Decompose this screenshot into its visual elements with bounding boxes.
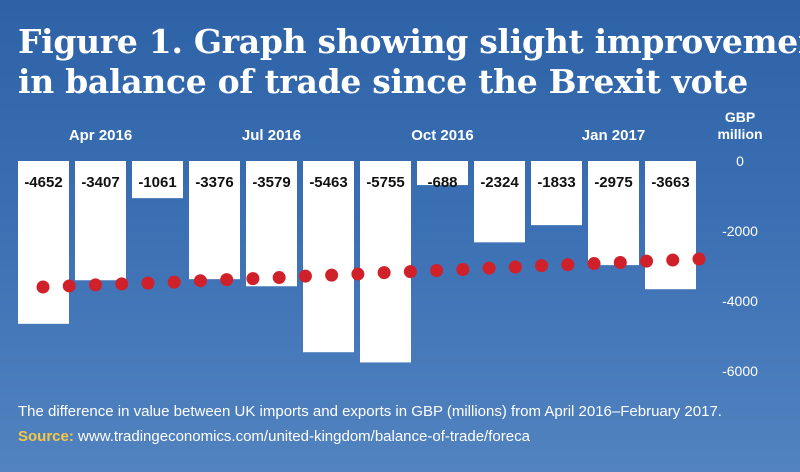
y-axis-unit-label: million	[717, 126, 762, 142]
trend-dot	[666, 253, 680, 267]
bar	[531, 161, 582, 226]
bar	[18, 161, 69, 324]
source-line: Source: www.tradingeconomics.com/united-…	[18, 428, 530, 445]
trend-dot	[561, 258, 575, 272]
bar	[588, 161, 639, 266]
figure-title: Figure 1. Graph showing slight improveme…	[18, 22, 800, 102]
trend-dot	[36, 280, 50, 294]
bar-value-label: -688	[427, 174, 457, 191]
trend-dot	[403, 265, 417, 279]
bar	[360, 161, 411, 363]
bar	[189, 161, 240, 280]
bar	[474, 161, 525, 243]
y-tick-label: -6000	[722, 363, 758, 379]
figure-caption: The difference in value between UK impor…	[18, 403, 722, 420]
trend-dot	[430, 264, 444, 278]
trend-dot	[640, 254, 654, 268]
bar-value-label: -3376	[195, 174, 233, 191]
bar-value-label: -4652	[24, 174, 62, 191]
x-axis-labels: Apr 2016 Jul 2016 Oct 2016 Jan 2017	[69, 127, 645, 144]
y-tick-label: 0	[736, 153, 744, 169]
trend-dot	[62, 279, 76, 293]
trend-dot	[141, 276, 155, 290]
y-tick-label: -2000	[722, 223, 758, 239]
trend-dot	[272, 271, 286, 285]
trend-dot	[167, 275, 181, 289]
title-line-2: in balance of trade since the Brexit vot…	[18, 62, 748, 101]
trend-dot	[298, 269, 312, 283]
x-tick-label: Jul 2016	[242, 127, 301, 144]
x-tick-label: Apr 2016	[69, 127, 132, 144]
bar	[645, 161, 696, 290]
bar	[417, 161, 468, 186]
trend-dot	[692, 252, 706, 266]
trend-dot	[482, 261, 496, 275]
trend-dot	[508, 260, 522, 274]
bar-value-labels: -4652 -3407 -1061 -3376 -3579 -5463 -5755 -688 -…	[24, 174, 689, 191]
trend-dot	[456, 263, 470, 276]
y-tick-label: -4000	[722, 293, 758, 309]
source-label: Source:	[18, 428, 74, 445]
bar-value-label: -3663	[651, 174, 689, 191]
bar	[246, 161, 297, 287]
trend-dot	[246, 272, 260, 286]
x-tick-label: Oct 2016	[411, 127, 474, 144]
bar-value-label: -1833	[537, 174, 575, 191]
bar-value-label: -5755	[366, 174, 404, 191]
bar	[75, 161, 126, 281]
trend-dot	[377, 266, 391, 280]
bar	[132, 161, 183, 199]
bar-value-label: -5463	[309, 174, 347, 191]
trend-dot	[115, 277, 129, 291]
bar-value-label: -2324	[480, 174, 519, 191]
title-line-1: Figure 1. Graph showing slight improveme…	[18, 22, 800, 61]
source-url: www.tradingeconomics.com/united-kingdom/…	[73, 428, 530, 445]
trend-dot	[587, 257, 601, 271]
trend-dot	[535, 259, 549, 273]
bar	[303, 161, 354, 353]
trend-dot	[351, 267, 365, 281]
trend-dot	[613, 256, 627, 269]
trend-dots	[36, 252, 706, 294]
bar-value-label: -3407	[81, 174, 119, 191]
trend-dot	[220, 273, 234, 287]
trend-dot	[193, 274, 207, 288]
bar-value-label: -2975	[594, 174, 632, 191]
bar-value-label: -3579	[252, 174, 290, 191]
bar-value-label: -1061	[138, 174, 176, 191]
trend-dot	[88, 278, 102, 292]
trend-dot	[325, 268, 339, 282]
bars-group	[18, 161, 696, 363]
y-axis-unit-label: GBP	[725, 109, 755, 125]
x-tick-label: Jan 2017	[582, 127, 645, 144]
